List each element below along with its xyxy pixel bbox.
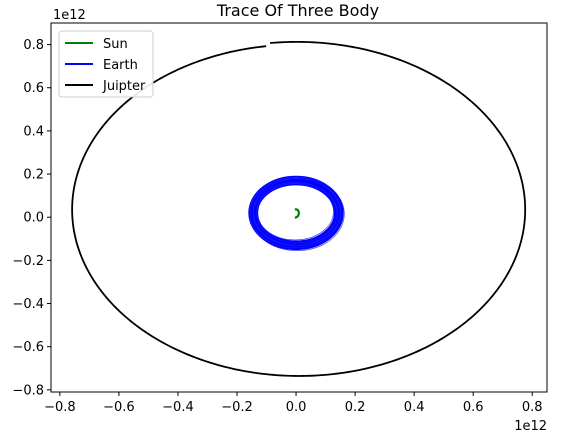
series-sun-line [294, 208, 300, 219]
x-tick-label: 0.8 [522, 400, 543, 415]
y-tick-label: 0.8 [23, 38, 44, 53]
x-axis: −0.8 −0.6 −0.4 −0.2 0.0 0.2 0.4 0.6 0.8 [44, 392, 543, 415]
y-tick-label: −0.6 [12, 340, 44, 355]
x-tick-label: 0.0 [286, 400, 307, 415]
y-tick-label: 0.0 [23, 211, 44, 226]
y-tick-label: −0.2 [12, 254, 44, 269]
y-tick-label: −0.8 [12, 383, 44, 398]
y-tick-label: 0.4 [23, 124, 44, 139]
x-tick-label: 0.4 [404, 400, 425, 415]
legend: Sun Earth Juipter [58, 30, 154, 98]
x-tick-label: −0.8 [44, 400, 76, 415]
legend-box [58, 30, 154, 98]
legend-label-sun: Sun [103, 37, 128, 52]
plot-frame [50, 22, 548, 393]
y-axis: −0.8 −0.6 −0.4 −0.2 0.0 0.2 0.4 0.6 0.8 [12, 38, 51, 398]
x-tick-label: 0.2 [345, 400, 366, 415]
y-tick-label: 0.6 [23, 81, 44, 96]
x-tick-label: −0.4 [162, 400, 194, 415]
x-tick-label: −0.2 [221, 400, 253, 415]
x-tick-label: 0.6 [463, 400, 484, 415]
x-offset-text: 1e12 [514, 419, 547, 433]
y-offset-text: 1e12 [53, 8, 86, 23]
legend-label-earth: Earth [103, 58, 138, 73]
legend-label-juipter: Juipter [102, 79, 146, 94]
chart-title: Trace Of Three Body [216, 1, 379, 20]
series-earth-line [249, 176, 345, 251]
series-earth-band [248, 175, 344, 251]
y-tick-label: −0.4 [12, 297, 44, 312]
y-tick-label: 0.2 [23, 168, 44, 183]
series-juipter-line [71, 40, 527, 377]
x-tick-label: −0.6 [103, 400, 135, 415]
